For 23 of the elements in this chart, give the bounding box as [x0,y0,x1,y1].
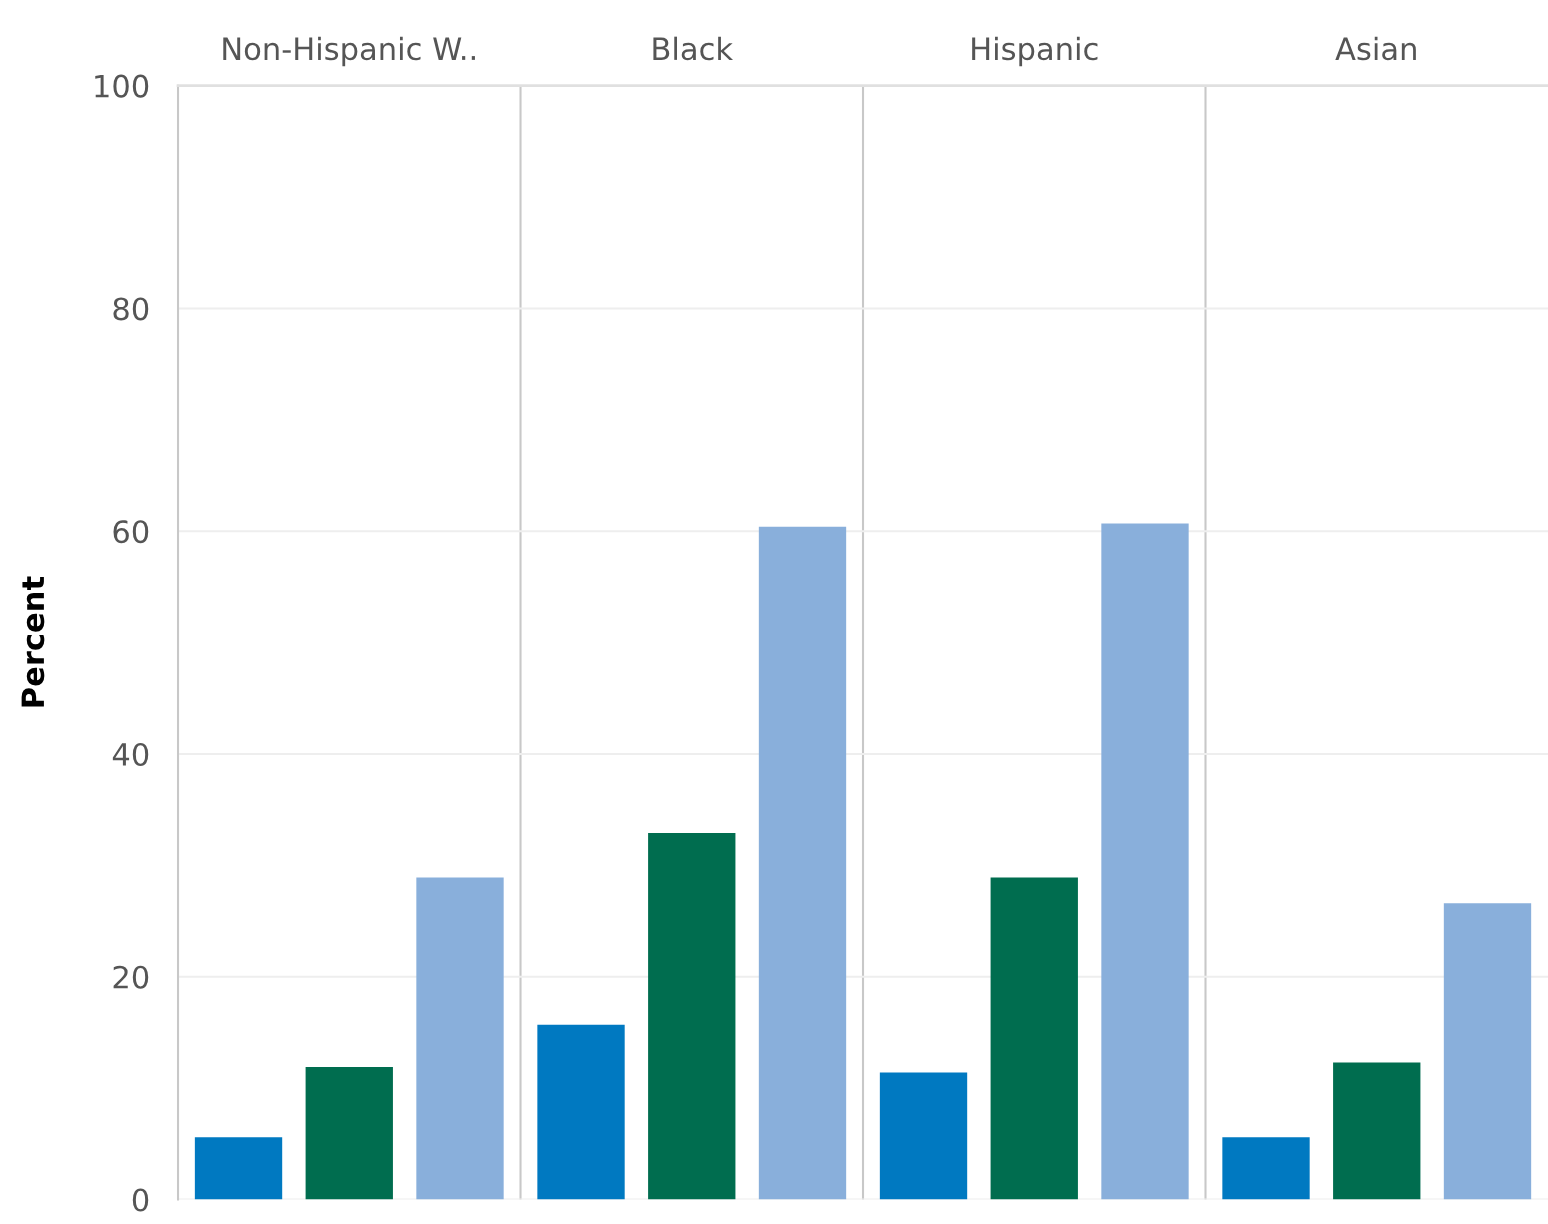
bar [537,1024,625,1200]
bar [1101,523,1189,1200]
bar [1443,903,1532,1200]
y-tick-label: 20 [113,965,149,989]
bar [648,833,736,1200]
bar [305,1066,393,1200]
y-tick-label: 0 [132,1188,149,1212]
y-tick-label: 80 [113,297,149,321]
x-tick-label: Non-Hispanic W.. [223,36,475,67]
bar [1222,1137,1310,1200]
bar [1333,1062,1421,1200]
x-tick-label: Black [653,36,734,61]
y-tick-label: 60 [113,520,149,544]
bar [416,877,504,1200]
bar [990,877,1078,1200]
bar [758,526,847,1200]
x-tick-label: Asian [1335,36,1416,61]
bar [194,1137,283,1200]
y-tick-label: 40 [112,742,149,767]
bar [879,1072,968,1200]
y-axis-title: Percent [21,576,45,707]
x-tick-label: Hispanic [972,36,1098,67]
y-tick-label: 100 [95,74,149,98]
